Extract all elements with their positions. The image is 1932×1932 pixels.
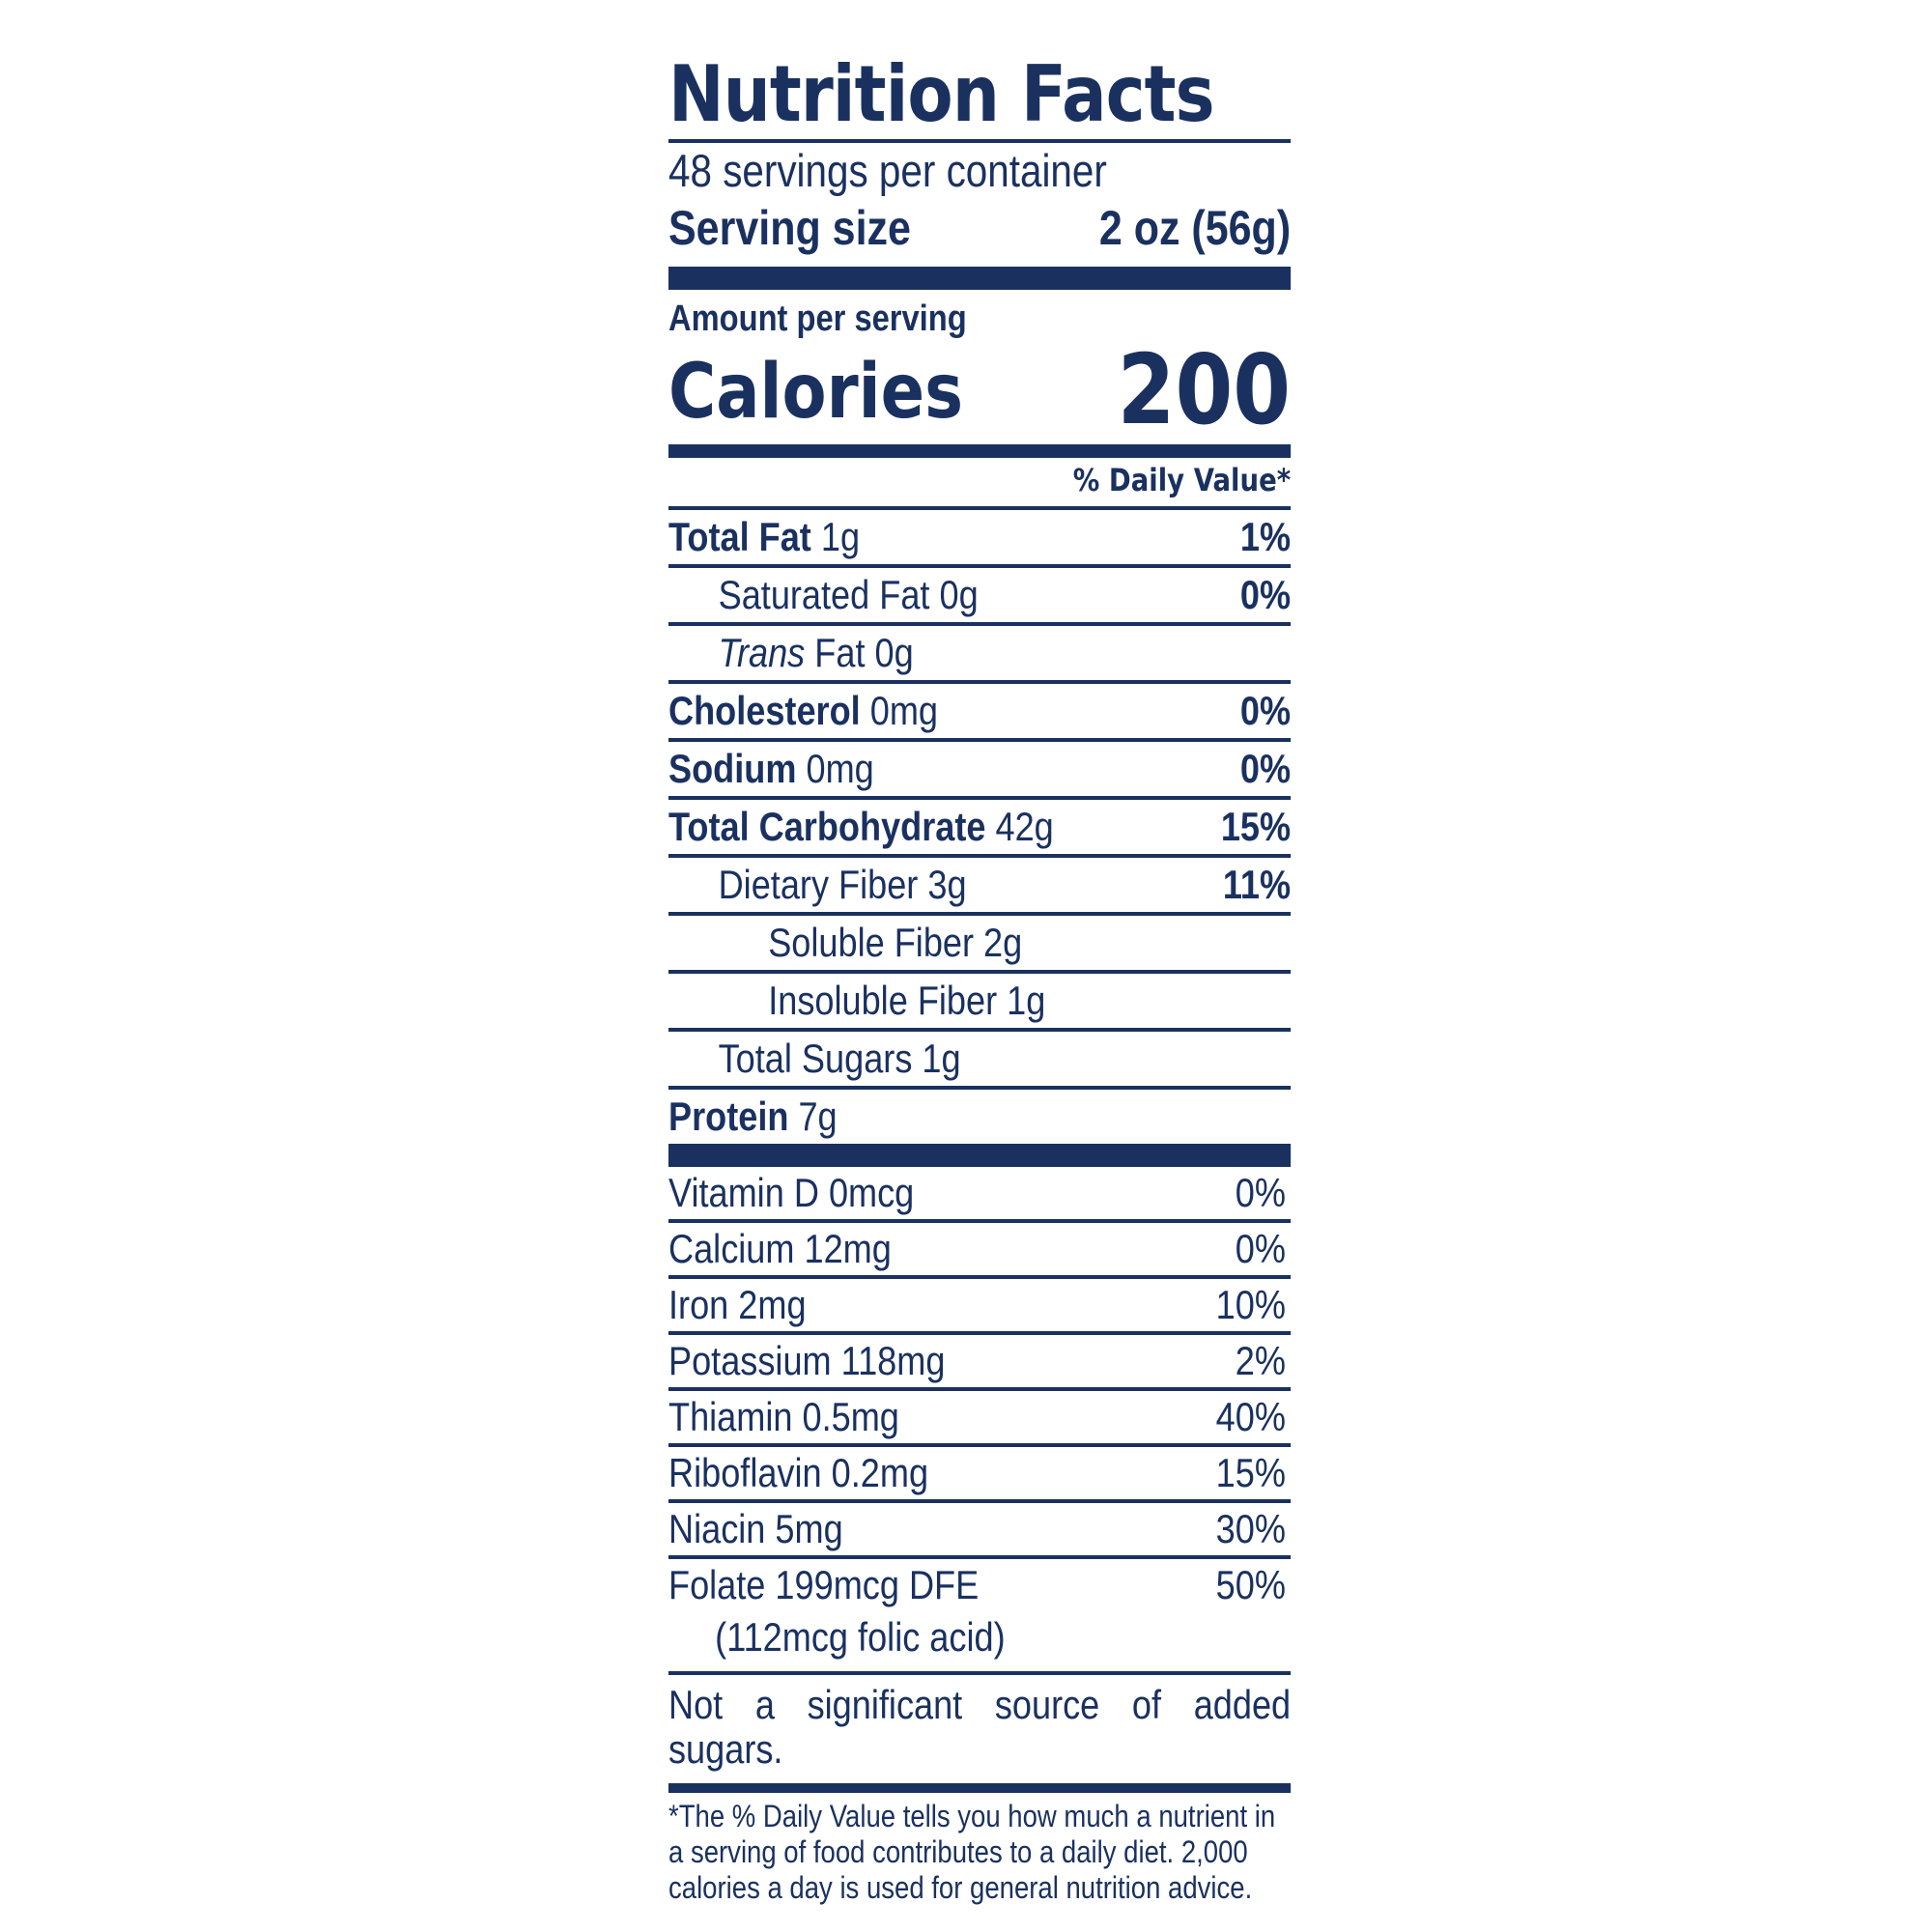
nutrient-amount: 3g <box>927 862 967 907</box>
calories-row: Calories 200 <box>668 340 1291 440</box>
vitamin-row: Potassium 118mg 2% <box>668 1335 1292 1391</box>
nutrient-row-sodium: Sodium 0mg 0% <box>668 738 1292 796</box>
vitamin-row: Iron 2mg 10% <box>668 1279 1292 1335</box>
nutrition-facts-panel: Nutrition Facts 48 servings per containe… <box>668 50 1292 1906</box>
nutrient-name: Soluble Fiber <box>768 920 975 965</box>
vitamin-dv: 2% <box>1235 1338 1286 1383</box>
nutrient-amount: 0mg <box>806 746 874 791</box>
nutrient-row-total-sugars: Total Sugars 1g <box>668 1028 1292 1086</box>
vitamin-name: Calcium 12mg <box>668 1226 892 1271</box>
vitamin-name: Riboflavin 0.2mg <box>668 1450 929 1495</box>
vitamin-row: Calcium 12mg 0% <box>668 1223 1292 1279</box>
label-title: Nutrition Facts <box>668 49 1215 139</box>
folic-acid-note: (112mcg folic acid) <box>715 1614 1006 1660</box>
nutrient-row-protein: Protein 7g <box>668 1086 1292 1144</box>
vitamin-name: Vitamin D 0mcg <box>668 1170 915 1215</box>
nutrient-name: Dietary Fiber <box>718 862 919 907</box>
nutrient-row-cholesterol: Cholesterol 0mg 0% <box>668 680 1292 738</box>
nutrient-name: Cholesterol <box>668 688 861 733</box>
serving-size-value: 2 oz (56g) <box>1098 201 1292 255</box>
nutrient-dv: 0% <box>1239 746 1292 791</box>
vitamin-row: Niacin 5mg 30% <box>668 1503 1292 1559</box>
servings-per-container: 48 servings per container <box>668 145 1107 196</box>
vitamin-dv: 30% <box>1215 1506 1286 1551</box>
nutrient-name: Insoluble Fiber <box>768 978 998 1023</box>
vitamin-name: Thiamin 0.5mg <box>668 1394 899 1439</box>
nutrient-amount: 0mg <box>869 688 939 733</box>
vitamin-name: Folate 199mcg DFE <box>668 1562 980 1607</box>
serving-size-row: Serving size 2 oz (56g) <box>668 199 1291 267</box>
vitamins-list: Vitamin D 0mcg 0% Calcium 12mg 0% Iron 2mg… <box>668 1167 1292 1663</box>
divider <box>668 139 1292 143</box>
nutrient-row-saturated-fat: Saturated Fat 0g 0% <box>668 564 1292 622</box>
nutrient-amount: 1g <box>922 1036 961 1081</box>
nutrient-amount: 2g <box>983 920 1023 965</box>
vitamin-dv: 15% <box>1215 1450 1286 1495</box>
thick-divider <box>668 1144 1292 1167</box>
vitamin-row: Vitamin D 0mcg 0% <box>668 1167 1292 1223</box>
nutrient-row-trans-fat: Trans Fat 0g <box>668 622 1292 680</box>
thick-divider <box>668 267 1292 290</box>
vitamin-row-folate: Folate 199mcg DFE 50% <box>668 1559 1291 1611</box>
added-sugars-note: Not a significant source of added sugars… <box>668 1682 1292 1772</box>
nutrient-row-soluble-fiber: Soluble Fiber 2g <box>668 912 1292 970</box>
nutrient-dv: 0% <box>1239 572 1292 617</box>
daily-value-header: % Daily Value* <box>1072 462 1292 498</box>
nutrient-row-dietary-fiber: Dietary Fiber 3g 11% <box>668 854 1292 912</box>
vitamin-name: Niacin 5mg <box>668 1506 843 1551</box>
nutrient-dv: 0% <box>1239 688 1292 733</box>
calories-value: 200 <box>1117 333 1292 446</box>
nutrient-amount: 1g <box>820 514 861 559</box>
nutrient-amount: 0g <box>874 630 914 675</box>
nutrient-name-rest: Fat <box>814 630 866 675</box>
nutrient-row-total-fat: Total Fat 1g 1% <box>668 506 1292 564</box>
amount-per-serving: Amount per serving <box>668 298 967 339</box>
vitamin-dv: 10% <box>1215 1282 1286 1327</box>
vitamin-name: Iron 2mg <box>668 1282 807 1327</box>
daily-value-footnote: *The % Daily Value tells you how much a … <box>668 1799 1276 1905</box>
serving-size-label: Serving size <box>668 201 911 255</box>
calories-label: Calories <box>668 349 964 436</box>
nutrient-dv: 1% <box>1239 514 1292 559</box>
nutrient-row-insoluble-fiber: Insoluble Fiber 1g <box>668 970 1292 1028</box>
vitamin-row: Thiamin 0.5mg 40% <box>668 1391 1292 1447</box>
nutrient-amount: 7g <box>798 1094 838 1139</box>
nutrient-amount: 0g <box>939 572 979 617</box>
nutrient-dv: 11% <box>1222 862 1292 907</box>
vitamin-dv: 0% <box>1235 1170 1286 1215</box>
thick-divider <box>668 444 1292 458</box>
nutrient-amount: 1g <box>1007 978 1046 1023</box>
vitamin-name: Potassium 118mg <box>668 1338 946 1383</box>
nutrient-name: Protein <box>668 1094 789 1139</box>
vitamin-row: Riboflavin 0.2mg 15% <box>668 1447 1292 1503</box>
nutrient-name: Total Fat <box>668 514 811 559</box>
nutrient-dv: 15% <box>1220 804 1292 849</box>
nutrient-name: Total Sugars <box>718 1036 913 1081</box>
nutrient-amount: 42g <box>995 804 1054 849</box>
nutrient-row-total-carbohydrate: Total Carbohydrate 42g 15% <box>668 796 1292 854</box>
vitamin-dv: 50% <box>1215 1562 1286 1607</box>
vitamin-dv: 40% <box>1215 1394 1286 1439</box>
nutrient-name: Total Carbohydrate <box>668 804 986 849</box>
nutrient-name: Saturated Fat <box>718 572 930 617</box>
nutrient-name: Sodium <box>668 746 797 791</box>
divider <box>668 1783 1292 1793</box>
divider <box>668 1671 1292 1675</box>
vitamin-dv: 0% <box>1235 1226 1286 1271</box>
nutrient-name: Trans <box>718 630 806 675</box>
